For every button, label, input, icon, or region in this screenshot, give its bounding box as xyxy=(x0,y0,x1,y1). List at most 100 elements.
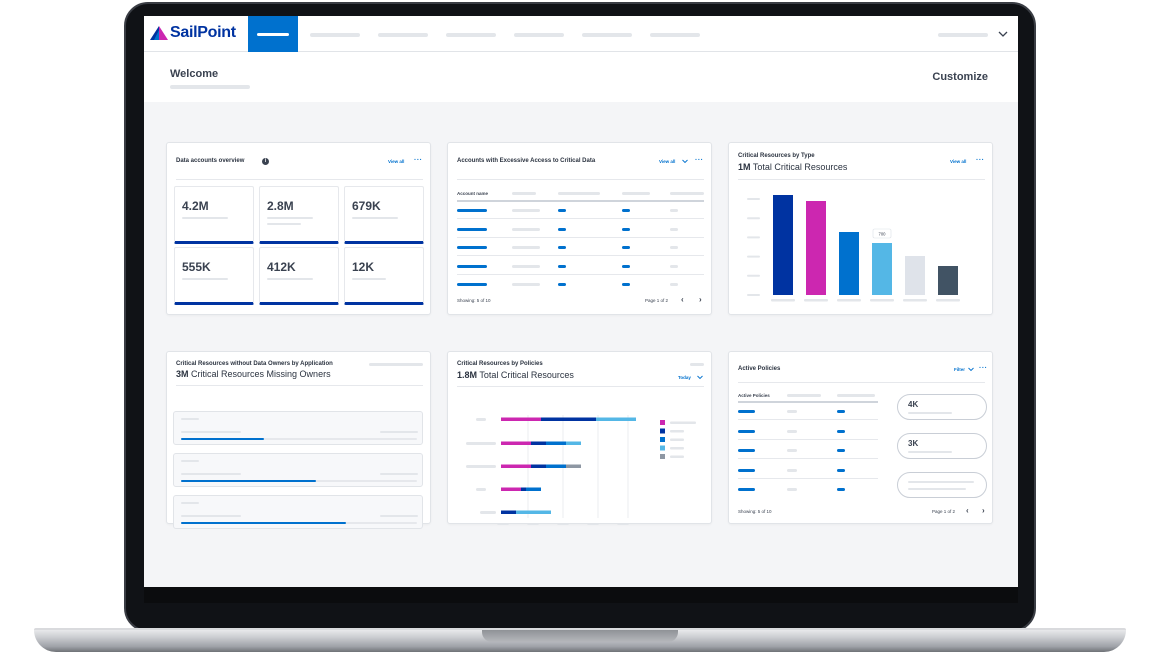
stacked-bar-segment[interactable] xyxy=(501,441,531,446)
account-name-placeholder[interactable] xyxy=(457,227,487,231)
policy-name-placeholder[interactable] xyxy=(738,449,755,452)
cell-link-placeholder[interactable] xyxy=(837,429,845,433)
nav-item-active[interactable] xyxy=(248,16,298,52)
column-header[interactable] xyxy=(558,192,600,195)
stacked-bar-segment[interactable] xyxy=(501,417,541,422)
nav-item[interactable] xyxy=(378,33,428,37)
subtitle-text: Total Critical Resources xyxy=(752,162,848,172)
period-dropdown[interactable]: Today xyxy=(678,375,691,380)
column-header[interactable] xyxy=(512,192,536,195)
chevron-down-icon[interactable] xyxy=(682,159,688,164)
stacked-bar-segment[interactable] xyxy=(546,464,566,469)
stacked-bar-segment[interactable] xyxy=(501,510,516,515)
application-row[interactable] xyxy=(173,495,423,529)
account-name-placeholder[interactable] xyxy=(457,209,487,212)
stat-tile[interactable]: 555K xyxy=(174,247,254,305)
user-menu[interactable] xyxy=(938,33,988,37)
stacked-bar-segment[interactable] xyxy=(566,464,581,469)
x-tick-label-placeholder xyxy=(527,524,539,525)
x-tick-label-placeholder xyxy=(936,299,960,302)
stacked-bar-segment[interactable] xyxy=(501,464,531,469)
more-options-icon[interactable]: ··· xyxy=(414,157,423,164)
cell-link-placeholder[interactable] xyxy=(558,246,566,249)
column-header[interactable] xyxy=(670,192,704,195)
cell-link-placeholder[interactable] xyxy=(558,264,566,268)
stat-tile[interactable]: 412K xyxy=(259,247,339,305)
more-options-icon[interactable]: ··· xyxy=(976,157,985,164)
stacked-bar-segment[interactable] xyxy=(526,487,541,492)
application-row[interactable] xyxy=(173,453,423,487)
view-all-link[interactable]: View all xyxy=(659,159,676,164)
account-name-placeholder[interactable] xyxy=(457,246,487,249)
brand-logo[interactable]: SailPoint xyxy=(150,24,236,42)
cell-link-placeholder[interactable] xyxy=(837,449,845,452)
view-all-link[interactable]: View all xyxy=(950,159,967,164)
app-screen: SailPoint Welcome Customize Data account… xyxy=(144,16,1018,587)
cell-link-placeholder[interactable] xyxy=(622,246,630,249)
customize-button[interactable]: Customize xyxy=(932,71,988,83)
chevron-down-icon[interactable] xyxy=(968,367,974,372)
policy-name-placeholder[interactable] xyxy=(738,410,755,413)
stat-tile[interactable]: 2.8M xyxy=(259,186,339,244)
chevron-down-icon[interactable] xyxy=(998,29,1008,39)
account-name-placeholder[interactable] xyxy=(457,283,487,286)
policy-name-placeholder[interactable] xyxy=(738,488,755,491)
prev-page-icon[interactable]: ‹ xyxy=(966,506,969,515)
prev-page-icon[interactable]: ‹ xyxy=(681,295,684,304)
more-options-icon[interactable]: ··· xyxy=(979,365,988,372)
policy-count-pill[interactable]: 3K xyxy=(897,433,987,459)
stacked-bar-segment[interactable] xyxy=(521,487,526,492)
nav-item[interactable] xyxy=(310,33,360,37)
cell-link-placeholder[interactable] xyxy=(622,264,630,268)
view-all-link[interactable]: View all xyxy=(388,159,405,164)
nav-item[interactable] xyxy=(582,33,632,37)
more-options-icon[interactable]: ··· xyxy=(695,157,704,164)
column-header[interactable] xyxy=(837,394,875,397)
nav-item[interactable] xyxy=(514,33,564,37)
stacked-bar-segment[interactable] xyxy=(501,487,521,492)
chevron-down-icon[interactable] xyxy=(697,375,703,380)
cell-link-placeholder[interactable] xyxy=(837,468,845,472)
chart-bar[interactable] xyxy=(872,243,892,295)
account-name-placeholder[interactable] xyxy=(457,264,487,268)
filter-dropdown[interactable]: Filter xyxy=(954,367,966,372)
row-divider xyxy=(457,218,704,219)
nav-item[interactable] xyxy=(446,33,496,37)
stacked-bar-segment[interactable] xyxy=(516,510,551,515)
cell-link-placeholder[interactable] xyxy=(558,209,566,212)
policy-count-pill[interactable]: 4K xyxy=(897,394,987,420)
stat-tile[interactable]: 4.2M xyxy=(174,186,254,244)
chart-bar[interactable] xyxy=(905,256,925,295)
stacked-bar-segment[interactable] xyxy=(531,464,546,469)
chart-bar[interactable] xyxy=(806,201,826,295)
next-page-icon[interactable]: › xyxy=(699,295,702,304)
stacked-bar-segment[interactable] xyxy=(531,441,546,446)
nav-item[interactable] xyxy=(650,33,700,37)
stat-tile[interactable]: 679K xyxy=(344,186,424,244)
cell-link-placeholder[interactable] xyxy=(837,488,845,491)
policy-name-placeholder[interactable] xyxy=(738,468,755,472)
column-header[interactable] xyxy=(622,192,650,195)
stacked-bar-segment[interactable] xyxy=(546,441,566,446)
column-header[interactable] xyxy=(787,394,821,397)
column-header[interactable]: Active Policies xyxy=(738,393,770,398)
cell-link-placeholder[interactable] xyxy=(622,283,630,286)
stacked-bar-segment[interactable] xyxy=(566,441,581,446)
application-row[interactable] xyxy=(173,411,423,445)
policy-count-pill[interactable] xyxy=(897,472,987,498)
cell-link-placeholder[interactable] xyxy=(622,209,630,212)
chart-bar[interactable] xyxy=(773,195,793,295)
policy-name-placeholder[interactable] xyxy=(738,429,755,433)
column-header[interactable]: Account name xyxy=(457,191,489,196)
cell-link-placeholder[interactable] xyxy=(558,283,566,286)
next-page-icon[interactable]: › xyxy=(982,506,985,515)
chart-bar[interactable] xyxy=(839,232,859,295)
chart-bar[interactable] xyxy=(938,266,958,295)
cell-link-placeholder[interactable] xyxy=(622,227,630,231)
stacked-bar-segment[interactable] xyxy=(596,417,636,422)
stacked-bar-segment[interactable] xyxy=(541,417,596,422)
stat-tile[interactable]: 12K xyxy=(344,247,424,305)
cell-link-placeholder[interactable] xyxy=(837,410,845,413)
info-icon[interactable]: i xyxy=(262,158,269,165)
cell-link-placeholder[interactable] xyxy=(558,227,566,231)
